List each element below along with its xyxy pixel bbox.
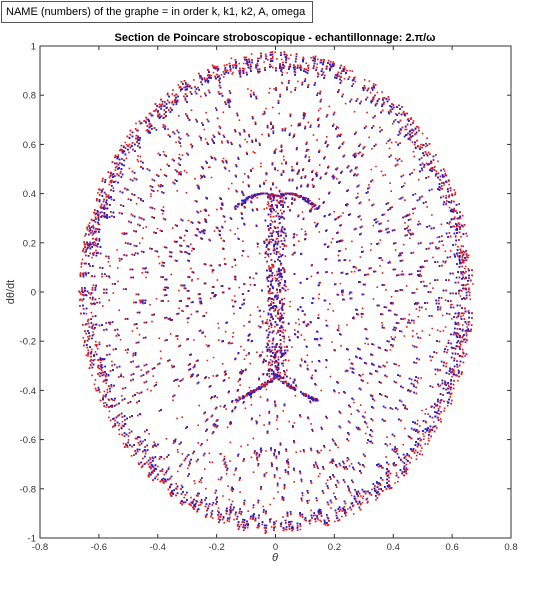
y-tick-label: -0.8 bbox=[20, 484, 36, 495]
x-tick-label: 0 bbox=[273, 542, 278, 553]
x-tick-label: 0.4 bbox=[387, 542, 400, 553]
graph-name-box: NAME (numbers) of the graphe = in order … bbox=[1, 1, 313, 23]
x-tick-label: -0.2 bbox=[208, 542, 224, 553]
x-tick-label: 0.8 bbox=[504, 542, 517, 553]
chart-title: Section de Poincare stroboscopique - ech… bbox=[115, 32, 436, 44]
y-tick-label: 0.2 bbox=[23, 238, 36, 249]
plot-area bbox=[40, 46, 511, 538]
x-tick-label: -0.4 bbox=[150, 542, 166, 553]
y-tick-label: -0.6 bbox=[20, 435, 36, 446]
y-tick-label: -1 bbox=[28, 534, 36, 545]
y-axis-label: dθ/dt bbox=[5, 280, 17, 304]
axis-ticks: -0.8 -0.6 -0.4 -0.2 0 0.2 0.4 0.6 0.8-1-0.8-0.6-… bbox=[20, 42, 518, 554]
x-tick-label: 0.2 bbox=[328, 542, 341, 553]
y-tick-label: -0.4 bbox=[20, 386, 36, 397]
y-tick-label: 0.4 bbox=[23, 189, 36, 200]
x-tick-label: -0.8 bbox=[32, 542, 48, 553]
y-tick-label: -0.2 bbox=[20, 337, 36, 348]
x-axis-label: θ bbox=[272, 552, 278, 564]
y-tick-label: 0.6 bbox=[23, 140, 36, 151]
x-tick-label: 0.6 bbox=[446, 542, 459, 553]
y-tick-label: 0 bbox=[31, 288, 36, 299]
y-tick-label: 1 bbox=[31, 42, 36, 53]
y-tick-label: 0.8 bbox=[23, 91, 36, 102]
x-tick-label: -0.6 bbox=[91, 542, 107, 553]
